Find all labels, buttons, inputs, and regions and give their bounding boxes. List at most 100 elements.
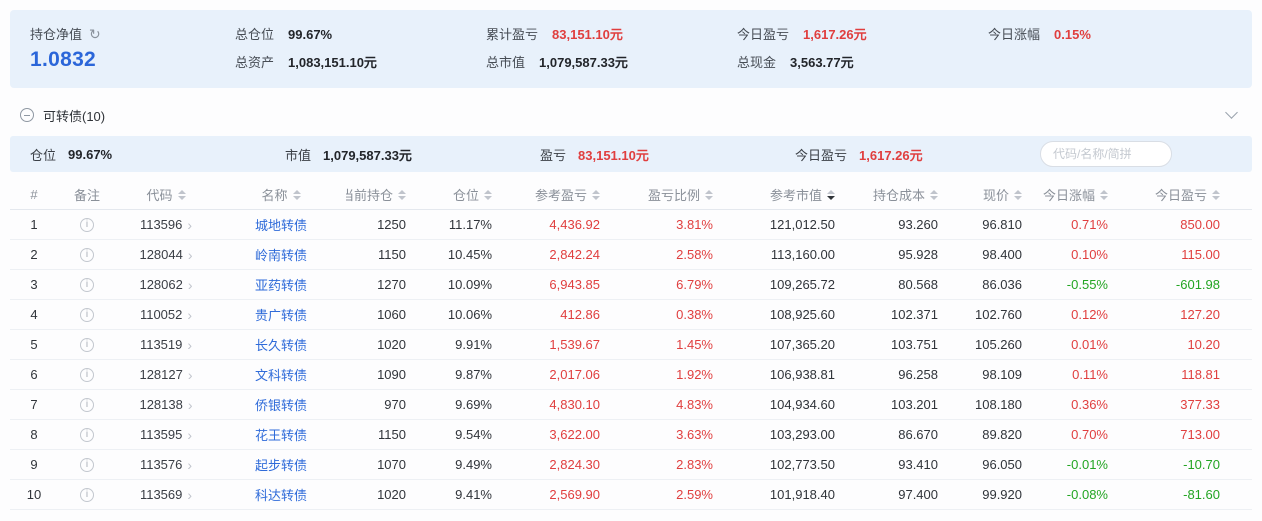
column-header-quantity[interactable]: 当前持仓 — [346, 185, 416, 204]
bond-code-link[interactable]: 113519 › — [116, 337, 216, 352]
chevron-right-icon[interactable]: › — [187, 367, 193, 382]
sort-caret-icon[interactable] — [1100, 189, 1108, 200]
info-icon[interactable]: i — [80, 307, 94, 322]
bond-code-link[interactable]: 128044 › — [116, 247, 216, 262]
cell-day_pl: -10.70 — [1118, 457, 1252, 472]
bond-name-link[interactable]: 城地转债 — [254, 218, 307, 233]
bond-code-link[interactable]: 128127 › — [116, 367, 216, 382]
cell-value: 2,017.06 — [549, 367, 600, 382]
sort-caret-icon[interactable] — [1014, 189, 1022, 200]
sort-caret-icon[interactable] — [930, 189, 938, 200]
info-icon[interactable]: i — [80, 487, 94, 502]
cell-value: 6 — [30, 367, 38, 382]
bond-code-link[interactable]: 113569 › — [116, 487, 216, 502]
info-icon[interactable]: i — [80, 457, 94, 472]
sort-caret-icon[interactable] — [177, 189, 186, 200]
cell-day_pl: 127.20 — [1118, 307, 1252, 322]
bond-code-link[interactable]: 128062 › — [116, 277, 216, 292]
chevron-right-icon[interactable]: › — [187, 457, 193, 472]
cell-qty: 1070 — [346, 457, 416, 472]
bond-name-link[interactable]: 文科转债 — [254, 368, 307, 383]
table-row: 7 i 128138 › 侨银转债 970 9.69% 4,830.10 4.83% 104,93… — [10, 390, 1252, 420]
bond-code: 128138 — [139, 397, 183, 412]
bond-name-link[interactable]: 科达转债 — [254, 488, 307, 503]
info-icon[interactable]: i — [80, 337, 94, 352]
column-header-pl-ratio[interactable]: 盈亏比例 — [610, 185, 723, 204]
column-header-price[interactable]: 现价 — [948, 185, 1032, 204]
chevron-right-icon[interactable]: › — [187, 397, 193, 412]
column-header-position[interactable]: 仓位 — [416, 185, 502, 204]
chevron-down-icon[interactable] — [1225, 106, 1238, 119]
chevron-right-icon[interactable]: › — [187, 277, 193, 292]
cell-mv: 106,938.81 — [723, 367, 845, 382]
bond-name-link[interactable]: 花王转债 — [254, 428, 307, 443]
info-icon[interactable]: i — [80, 217, 94, 232]
bond-code-link[interactable]: 110052 › — [116, 307, 216, 322]
cell-value: 4.83% — [676, 397, 713, 412]
cell-value: 3 — [30, 277, 38, 292]
refresh-icon[interactable]: ↻ — [89, 25, 101, 42]
cell-value: 2,842.24 — [549, 247, 600, 262]
total-assets-label: 总资产 — [235, 55, 275, 70]
cell-pl: 2,017.06 — [502, 367, 610, 382]
cell-value: 6,943.85 — [549, 277, 600, 292]
cell-day_pl: -601.98 — [1118, 277, 1252, 292]
bond-code-link[interactable]: 113576 › — [116, 457, 216, 472]
info-icon[interactable]: i — [80, 427, 94, 442]
column-header-today-chg[interactable]: 今日涨幅 — [1032, 185, 1118, 204]
bond-code: 113576 — [139, 457, 183, 472]
sort-caret-icon[interactable] — [1212, 189, 1220, 200]
sort-caret-icon[interactable] — [705, 189, 713, 200]
cell-value: 121,012.50 — [769, 217, 835, 232]
sort-caret-icon[interactable] — [827, 189, 835, 200]
column-header-label: 持仓成本 — [872, 188, 925, 203]
column-header-cost[interactable]: 持仓成本 — [845, 185, 948, 204]
info-icon[interactable]: i — [80, 397, 94, 412]
collapse-minus-icon[interactable] — [20, 108, 34, 122]
total-position-value: 99.67% — [288, 27, 333, 42]
cell-value: 1060 — [377, 307, 406, 322]
bond-name-link[interactable]: 起步转债 — [254, 458, 307, 473]
cell-pl: 3,622.00 — [502, 427, 610, 442]
sort-caret-icon[interactable] — [592, 189, 600, 200]
cell-value: 96.258 — [898, 367, 938, 382]
cell-cost: 93.260 — [845, 217, 948, 232]
search-input[interactable] — [1040, 141, 1172, 167]
bond-name-link[interactable]: 贵广转债 — [254, 308, 307, 323]
bond-name-link[interactable]: 侨银转债 — [254, 398, 307, 413]
cell-value: 113,160.00 — [770, 247, 835, 262]
bond-code-link[interactable]: 113595 › — [116, 427, 216, 442]
chevron-right-icon[interactable]: › — [187, 487, 193, 502]
info-icon[interactable]: i — [80, 277, 94, 292]
info-icon[interactable]: i — [80, 367, 94, 382]
bond-name-link[interactable]: 亚药转债 — [254, 278, 307, 293]
chevron-right-icon[interactable]: › — [187, 337, 193, 352]
bond-code-link[interactable]: 113596 › — [116, 217, 216, 232]
chevron-right-icon[interactable]: › — [187, 247, 193, 262]
column-header-today-pl[interactable]: 今日盈亏 — [1118, 185, 1252, 204]
column-header-ref-mv[interactable]: 参考市值 — [723, 185, 845, 204]
sort-caret-icon[interactable] — [484, 189, 492, 200]
column-header-code[interactable]: 代码 — [116, 185, 216, 204]
column-header-name[interactable]: 名称 — [216, 185, 346, 204]
summary-panel: 持仓净值 ↻ 1.0832 总仓位 99.67% 总资产 1,083,151.1… — [10, 10, 1252, 88]
cell-pos: 9.41% — [416, 487, 502, 502]
cell-value: 412.86 — [560, 307, 600, 322]
bond-name-link[interactable]: 岭南转债 — [254, 248, 307, 263]
cell-value: 86.036 — [982, 277, 1022, 292]
info-icon[interactable]: i — [80, 247, 94, 262]
bond-code-link[interactable]: 128138 › — [116, 397, 216, 412]
table-row: 5 i 113519 › 长久转债 1020 9.91% 1,539.67 1.45% 107,3… — [10, 330, 1252, 360]
chevron-right-icon[interactable]: › — [187, 427, 193, 442]
bond-name-link[interactable]: 长久转债 — [254, 338, 307, 353]
sort-caret-icon[interactable] — [292, 189, 301, 200]
cell-idx: 2 — [10, 247, 58, 262]
sort-caret-icon[interactable] — [398, 189, 406, 200]
cell-pos: 10.45% — [416, 247, 502, 262]
column-header-ref-pl[interactable]: 参考盈亏 — [502, 185, 610, 204]
cell-mv: 121,012.50 — [723, 217, 845, 232]
column-header-label: 参考市值 — [769, 188, 822, 203]
chevron-right-icon[interactable]: › — [187, 307, 193, 322]
cell-value: -601.98 — [1175, 277, 1220, 292]
chevron-right-icon[interactable]: › — [187, 217, 193, 232]
